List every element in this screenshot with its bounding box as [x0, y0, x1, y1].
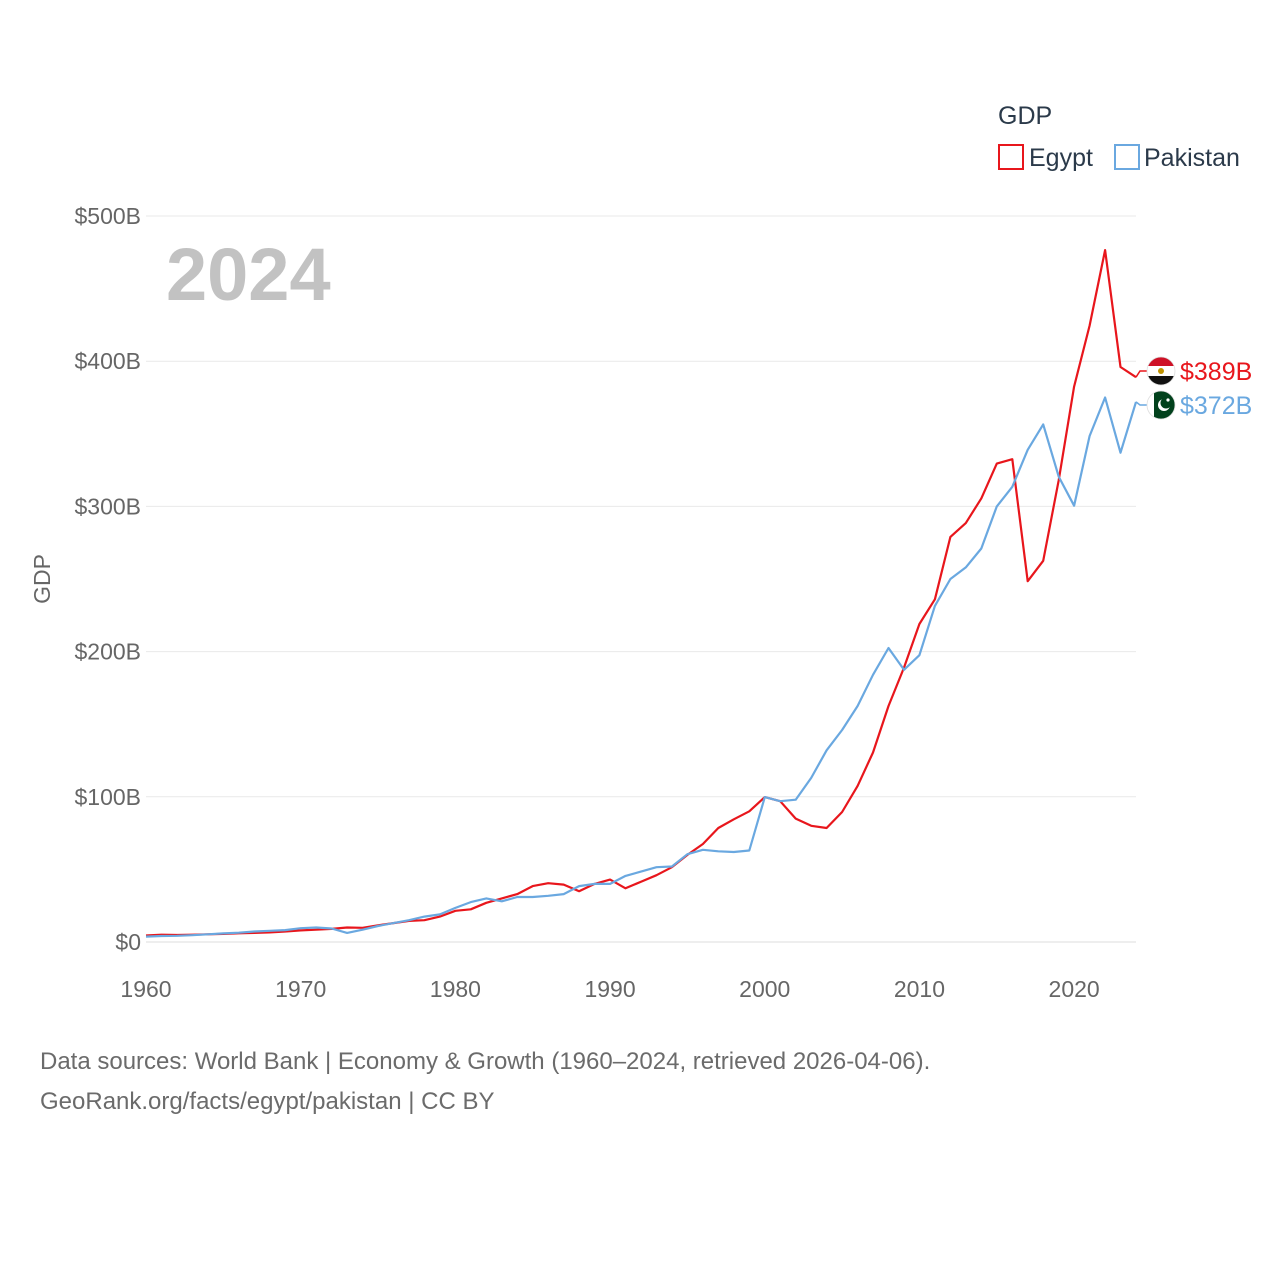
x-tick-label: 1980: [430, 976, 481, 1002]
y-axis-ticks: $0 $100B $200B $300B $400B $500B: [74, 203, 141, 955]
series-lines: [145, 249, 1138, 938]
end-label-pakistan: $372B: [1180, 392, 1252, 420]
pakistan-flag-icon: [1146, 390, 1176, 420]
series-line-egypt: [145, 249, 1137, 937]
year-overlay: 2024: [166, 233, 331, 316]
series-end-labels: $389B $372B: [1135, 356, 1252, 420]
x-tick-label: 2020: [1049, 976, 1100, 1002]
legend-label-pakistan: Pakistan: [1144, 144, 1240, 172]
legend-swatch-egypt: [998, 144, 1024, 170]
egypt-flag-icon: [1146, 356, 1176, 386]
x-tick-label: 1990: [584, 976, 635, 1002]
legend-item-egypt[interactable]: Egypt: [998, 144, 1093, 172]
y-tick-label: $100B: [74, 784, 141, 810]
footer: Data sources: World Bank | Economy & Gro…: [40, 1042, 930, 1122]
grid-lines: [146, 215, 1136, 943]
y-axis-label: GDP: [29, 554, 55, 604]
x-tick-label: 1970: [275, 976, 326, 1002]
end-label-egypt: $389B: [1180, 358, 1252, 386]
legend-label-egypt: Egypt: [1029, 144, 1093, 172]
x-tick-label: 2000: [739, 976, 790, 1002]
legend: GDP Egypt Pakistan: [998, 102, 1240, 172]
x-axis-ticks: 1960 1970 1980 1990 2000 2010 2020: [120, 976, 1099, 1002]
gdp-line-chart: $0 $100B $200B $300B $400B $500B 1960 1970 1980…: [29, 102, 1252, 1002]
legend-title: GDP: [998, 102, 1052, 130]
x-tick-label: 2010: [894, 976, 945, 1002]
y-tick-label: $300B: [74, 493, 141, 519]
footer-sources: Data sources: World Bank | Economy & Gro…: [40, 1048, 931, 1075]
x-tick-label: 1960: [120, 976, 171, 1002]
footer-attribution: GeoRank.org/facts/egypt/pakistan | CC BY: [40, 1088, 495, 1115]
series-line-pakistan: [145, 396, 1138, 938]
y-tick-label: $400B: [74, 348, 141, 374]
legend-swatch-pakistan: [1114, 144, 1140, 170]
legend-item-pakistan[interactable]: Pakistan: [1114, 144, 1240, 172]
y-tick-label: $500B: [74, 203, 141, 229]
y-tick-label: $200B: [74, 639, 141, 665]
end-connector-egypt: [1135, 370, 1147, 378]
end-connector-pakistan: [1135, 401, 1147, 406]
y-tick-label: $0: [115, 929, 141, 955]
